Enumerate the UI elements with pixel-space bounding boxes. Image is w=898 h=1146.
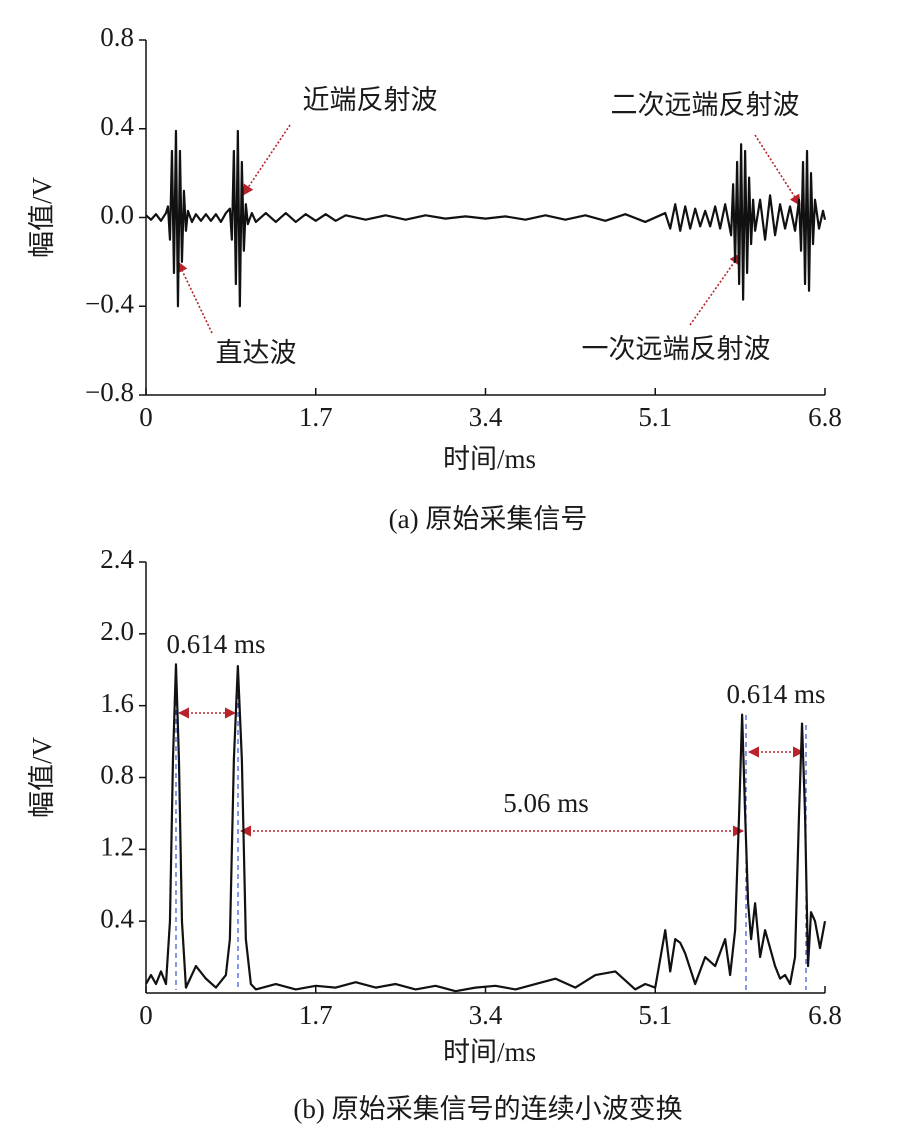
y-tick-label: 1.2 bbox=[100, 832, 134, 862]
annotation: 0.614 ms bbox=[166, 629, 265, 659]
signal-line bbox=[145, 129, 827, 308]
annotation: 二次远端反射波 bbox=[611, 90, 800, 120]
y-axis-label: 幅值/V bbox=[27, 736, 57, 818]
y-tick-label: 0.4 bbox=[100, 903, 134, 933]
annotation: 一次远端反射波 bbox=[582, 334, 771, 364]
x-tick-label: 3.4 bbox=[469, 402, 503, 432]
y-tick-label: 0.8 bbox=[100, 760, 134, 790]
arrow bbox=[242, 124, 291, 196]
x-axis-label: 时间/ms bbox=[443, 444, 536, 474]
annotation: 近端反射波 bbox=[303, 85, 438, 115]
caption: (a) 原始采集信号 bbox=[389, 504, 588, 534]
arrow bbox=[754, 134, 801, 206]
x-tick-label: 1.7 bbox=[299, 402, 333, 432]
x-axis-label: 时间/ms bbox=[443, 1037, 536, 1067]
x-tick-label: 5.1 bbox=[638, 1000, 672, 1030]
signal-line bbox=[145, 663, 827, 993]
y-tick-label: 1.6 bbox=[100, 688, 134, 718]
x-tick-label: 0 bbox=[139, 402, 153, 432]
y-tick-label: 0.0 bbox=[100, 200, 134, 230]
x-tick-label: 6.8 bbox=[808, 402, 842, 432]
annotation: 0.614 ms bbox=[726, 679, 825, 709]
y-axis-label: 幅值/V bbox=[27, 176, 57, 258]
arrow bbox=[177, 260, 213, 334]
arrow bbox=[689, 253, 741, 326]
x-tick-label: 0 bbox=[139, 1000, 153, 1030]
y-tick-label: −0.8 bbox=[85, 377, 134, 407]
y-tick-label: −0.4 bbox=[85, 288, 134, 318]
x-tick-label: 3.4 bbox=[469, 1000, 503, 1030]
annotation: 5.06 ms bbox=[503, 788, 589, 818]
y-tick-label: 0.8 bbox=[100, 22, 134, 52]
y-tick-label: 2.4 bbox=[100, 544, 134, 574]
x-tick-label: 5.1 bbox=[638, 402, 672, 432]
annotation-arrows bbox=[175, 124, 807, 990]
y-tick-label: 0.4 bbox=[100, 111, 134, 141]
x-tick-label: 1.7 bbox=[299, 1000, 333, 1030]
caption: (b) 原始采集信号的连续小波变换 bbox=[293, 1094, 682, 1124]
y-tick-label: 2.0 bbox=[100, 616, 134, 646]
annotation: 直达波 bbox=[216, 338, 297, 368]
x-tick-label: 6.8 bbox=[808, 1000, 842, 1030]
